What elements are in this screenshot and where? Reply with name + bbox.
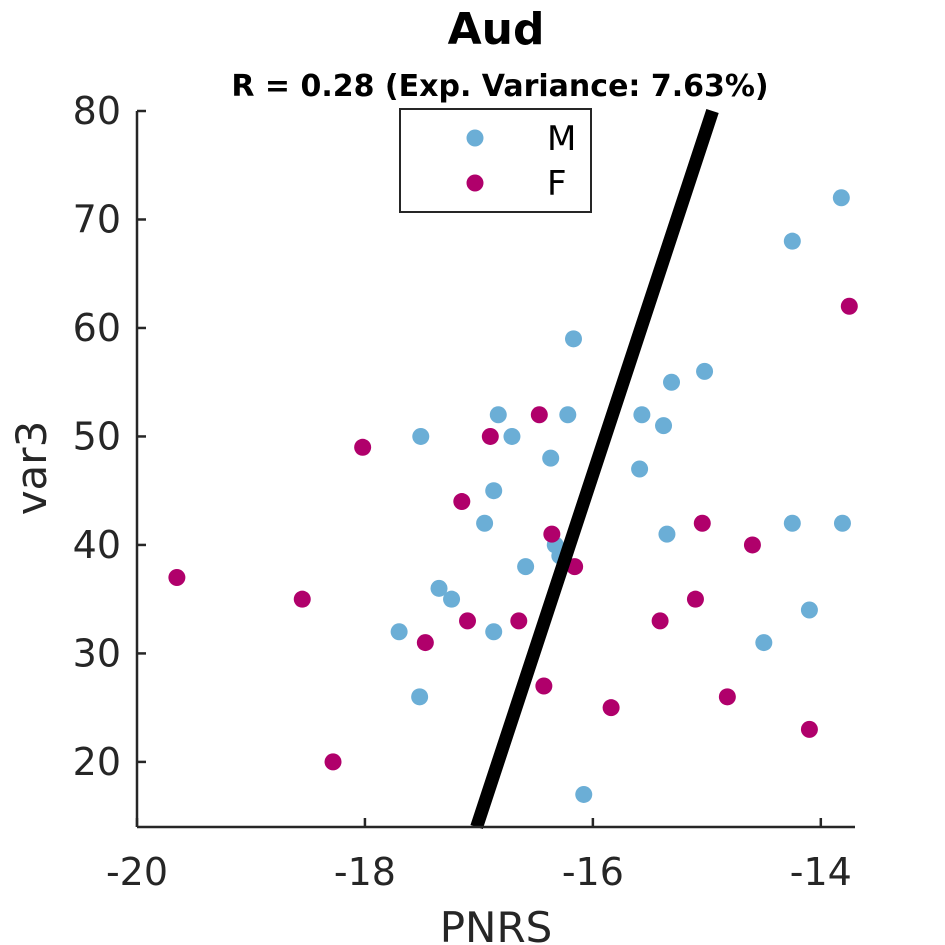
data-point-f-8 — [510, 612, 528, 630]
data-point-m-15 — [564, 330, 582, 348]
data-point-f-0 — [168, 568, 186, 586]
chart-subtitle: R = 0.28 (Exp. Variance: 7.63%) — [231, 69, 768, 104]
data-point-m-7 — [489, 406, 507, 424]
x-tick-label: -18 — [334, 850, 396, 894]
x-tick-label: -14 — [790, 850, 852, 894]
y-tick-label: 50 — [73, 414, 121, 458]
data-point-f-20 — [840, 297, 858, 315]
data-point-m-17 — [633, 406, 651, 424]
data-point-m-20 — [663, 373, 681, 391]
y-tick-label: 40 — [73, 523, 121, 567]
data-point-f-6 — [459, 612, 477, 630]
data-point-m-1 — [390, 623, 408, 641]
data-point-m-10 — [517, 558, 535, 576]
plot-area: -20 -18 -16 -14 20 30 40 50 60 70 80 — [73, 89, 858, 894]
data-point-m-0 — [412, 427, 430, 445]
y-axis-label: var3 — [7, 421, 56, 516]
y-tick-label: 70 — [73, 197, 121, 241]
data-point-m-22 — [696, 362, 714, 380]
x-tick-label: -16 — [562, 850, 624, 894]
data-point-m-21 — [658, 525, 676, 543]
legend-box — [399, 108, 592, 213]
data-point-f-11 — [543, 525, 561, 543]
data-point-m-25 — [783, 514, 801, 532]
legend-label-m: M — [547, 119, 576, 159]
data-point-f-17 — [718, 688, 736, 706]
data-point-f-16 — [693, 514, 711, 532]
data-point-f-9 — [530, 406, 548, 424]
data-point-m-24 — [783, 232, 801, 250]
x-axis-label: PNRS — [440, 903, 553, 945]
data-point-f-13 — [602, 699, 620, 717]
data-point-f-14 — [651, 612, 669, 630]
data-point-f-7 — [481, 427, 499, 445]
data-point-m-4 — [443, 590, 461, 608]
data-point-m-14 — [559, 406, 577, 424]
data-point-m-16 — [575, 785, 593, 803]
data-point-m-9 — [485, 623, 503, 641]
data-point-f-4 — [416, 634, 434, 652]
data-point-f-2 — [324, 753, 342, 771]
y-tick-label: 60 — [73, 306, 121, 350]
data-point-m-6 — [485, 482, 503, 500]
axes: -20 -18 -16 -14 20 30 40 50 60 70 80 — [73, 89, 855, 894]
fit-line-group — [470, 108, 719, 830]
data-point-f-1 — [293, 590, 311, 608]
y-tick-label: 80 — [73, 89, 121, 133]
data-point-m-28 — [833, 514, 851, 532]
y-tick-label: 30 — [73, 631, 121, 675]
data-point-m-26 — [800, 601, 818, 619]
data-point-m-19 — [655, 417, 673, 435]
fit-line — [470, 108, 719, 830]
data-point-f-5 — [453, 493, 471, 511]
legend-marker-m — [466, 129, 484, 147]
data-point-f-15 — [686, 590, 704, 608]
data-point-f-18 — [743, 536, 761, 554]
chart-title: Aud — [448, 4, 545, 55]
x-tick-label: -20 — [106, 850, 168, 894]
data-point-m-5 — [476, 514, 494, 532]
data-point-m-2 — [411, 688, 429, 706]
data-point-f-10 — [535, 677, 553, 695]
y-tick-label: 20 — [73, 740, 121, 784]
data-point-m-27 — [832, 189, 850, 207]
data-point-m-3 — [430, 579, 448, 597]
data-point-m-18 — [631, 460, 649, 478]
data-point-f-19 — [800, 720, 818, 738]
data-points — [168, 189, 858, 803]
legend-marker-f — [466, 174, 484, 192]
data-point-m-8 — [503, 427, 521, 445]
legend: MF — [399, 108, 592, 213]
legend-label-f: F — [547, 164, 567, 204]
data-point-m-23 — [755, 634, 773, 652]
data-point-m-11 — [542, 449, 560, 467]
data-point-f-3 — [354, 438, 372, 456]
